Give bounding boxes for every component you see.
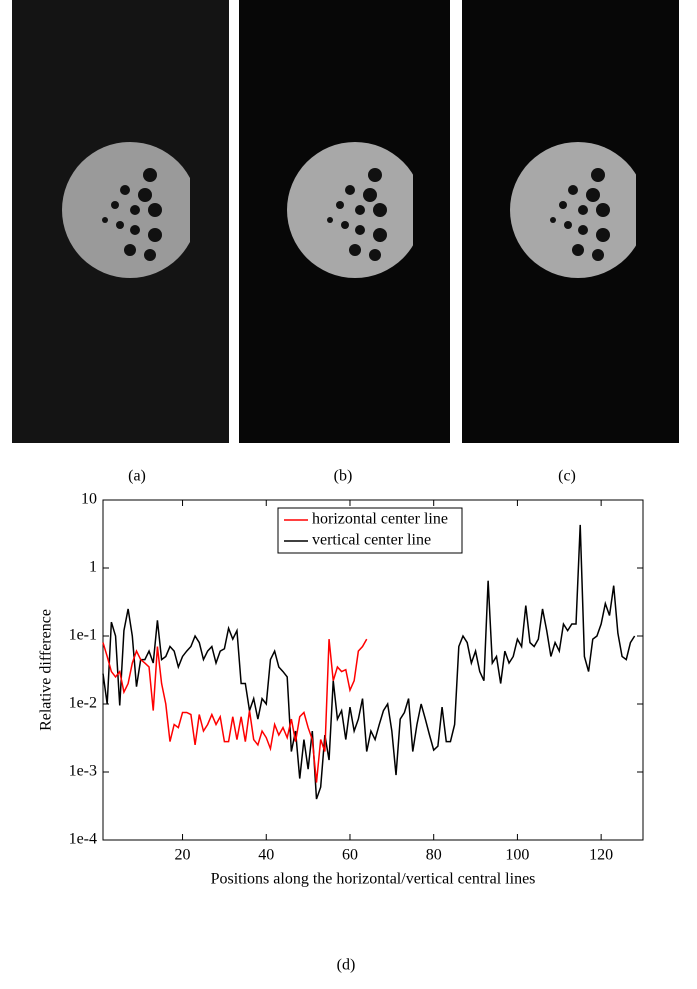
legend-label: horizontal center line (312, 511, 448, 528)
plot-frame (102, 499, 644, 841)
y-tick-label: 1e-1 (69, 627, 97, 644)
phantom-hole (138, 188, 152, 202)
y-tick-label: 1e-3 (69, 763, 97, 780)
phantom-hole (368, 168, 382, 182)
phantom-hole (373, 228, 387, 242)
phantom-hole (586, 188, 600, 202)
x-tick-label: 100 (505, 847, 529, 864)
x-tick-label: 80 (426, 847, 442, 864)
y-tick-label: 10 (81, 491, 97, 508)
phantom-hole (349, 244, 361, 256)
phantom-hole (355, 205, 365, 215)
legend-box (277, 507, 463, 554)
phantom-hole (116, 221, 124, 229)
phantom-hole (345, 185, 355, 195)
phantom-hole (120, 185, 130, 195)
y-axis-label: Relative difference (38, 609, 55, 731)
phantom-hole (144, 249, 156, 261)
phantom-hole (550, 217, 556, 223)
phantom-hole (578, 225, 588, 235)
image-c (462, 0, 679, 443)
phantom-hole (596, 228, 610, 242)
phantom-hole (564, 221, 572, 229)
phantom-hole (143, 168, 157, 182)
panel-label: (a) (128, 468, 146, 485)
phantom-hole (130, 205, 140, 215)
phantom-hole (130, 225, 140, 235)
panel-label: (b) (334, 468, 353, 485)
panel-label: (d) (337, 957, 356, 974)
y-tick-label: 1 (89, 559, 97, 576)
phantom-hole (592, 249, 604, 261)
phantom-hole (148, 228, 162, 242)
phantom-hole (124, 244, 136, 256)
y-tick-label: 1e-2 (69, 695, 97, 712)
panel-label: (c) (558, 468, 576, 485)
x-tick-label: 60 (342, 847, 358, 864)
x-tick-label: 120 (589, 847, 613, 864)
phantom-hole (559, 201, 567, 209)
y-tick-label: 1e-4 (69, 831, 97, 848)
phantom-hole (355, 225, 365, 235)
phantom-hole (102, 217, 108, 223)
phantom-hole (111, 201, 119, 209)
x-axis-label: Positions along the horizontal/vertical … (211, 871, 536, 888)
phantom-hole (373, 203, 387, 217)
phantom-hole (341, 221, 349, 229)
phantom-hole (148, 203, 162, 217)
x-tick-label: 40 (258, 847, 274, 864)
phantom-hole (327, 217, 333, 223)
phantom-hole (591, 168, 605, 182)
series-line (102, 638, 368, 783)
legend-label: vertical center line (312, 532, 431, 549)
phantom-hole (568, 185, 578, 195)
phantom-hole (578, 205, 588, 215)
phantom-holes (102, 168, 610, 261)
phantom-hole (363, 188, 377, 202)
phantom-hole (572, 244, 584, 256)
phantom-hole (596, 203, 610, 217)
series-line (102, 524, 636, 800)
phantom-hole (369, 249, 381, 261)
x-tick-label: 20 (175, 847, 191, 864)
phantom-hole (336, 201, 344, 209)
